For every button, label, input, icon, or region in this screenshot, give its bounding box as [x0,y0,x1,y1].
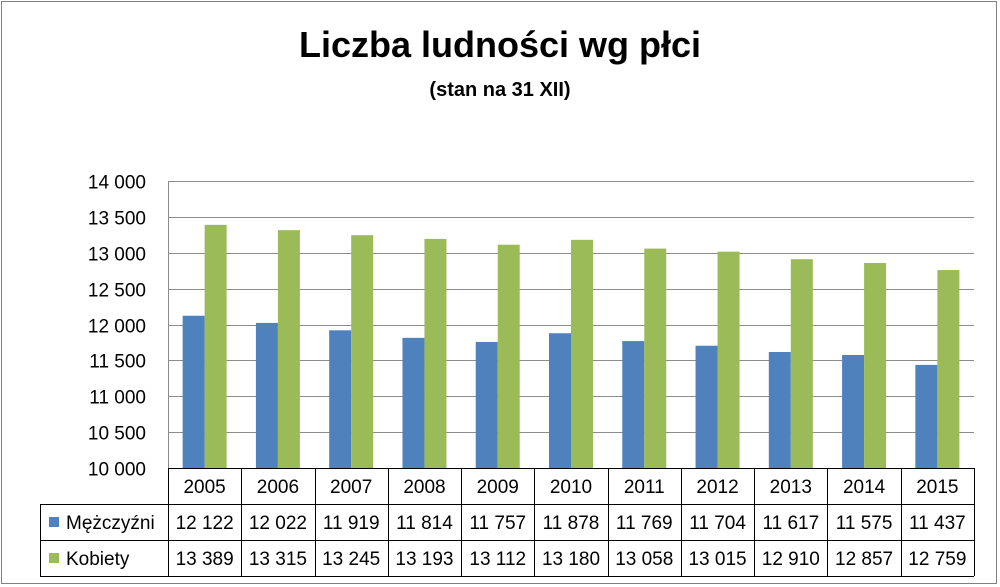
bars [182,224,960,468]
bar-mezczyzni [329,330,352,468]
x-tick-label: 2008 [403,477,445,498]
data-cell: 12 759 [908,549,966,570]
bar-kobiety [497,244,520,468]
bar-mezczyzni [768,351,791,468]
legend-label: Kobiety [66,549,130,570]
x-tick-label: 2009 [477,477,519,498]
data-cell: 13 058 [615,549,673,570]
bar-kobiety [937,270,960,468]
y-tick-label: 13 000 [88,245,146,266]
bar-mezczyzni [402,337,425,468]
x-tick-label: 2014 [843,477,886,498]
data-cell: 11 757 [469,513,526,534]
y-tick-label: 12 500 [88,281,146,302]
bar-mezczyzni [695,345,718,468]
data-cell: 12 857 [835,549,893,570]
bar-kobiety [790,259,813,468]
legend-label: Mężczyźni [66,513,155,534]
x-tick-label: 2005 [183,477,225,498]
bar-mezczyzni [255,322,278,468]
data-cell: 11 878 [543,513,600,534]
y-tick-label: 11 000 [89,388,146,409]
x-tick-label: 2012 [696,477,738,498]
bar-mezczyzni [549,333,571,468]
bar-mezczyzni [182,315,205,468]
bar-kobiety [351,235,374,468]
bar-kobiety [277,230,300,468]
legend-key [49,517,59,527]
y-axis-ticks: 10 000 10 500 11 000 11 500 12 000 12 500 13 0… [88,173,146,481]
bar-mezczyzni [475,341,498,468]
x-tick-label: 2015 [916,477,958,498]
data-table: 2005 2006 2007 2008 2009 2010 2011 2012 2013 2014… [40,468,975,577]
chart-title: Liczba ludności wg płci [299,24,701,65]
bar-kobiety [644,248,667,468]
chart-subtitle: (stan na 31 XII) [429,79,570,101]
data-cell: 13 015 [688,549,746,570]
bar-mezczyzni [842,354,865,468]
bar-kobiety [571,239,593,468]
data-cell: 11 769 [616,513,673,534]
y-tick-label: 14 000 [88,173,146,194]
data-cell: 13 389 [176,549,234,570]
bar-mezczyzni [915,364,938,468]
bar-mezczyzni [622,341,645,468]
x-tick-label: 2011 [624,477,665,498]
bar-kobiety [424,238,447,468]
data-cell: 11 617 [762,513,819,534]
y-tick-label: 10 000 [88,460,146,481]
data-cell: 13 180 [542,549,600,570]
bar-kobiety [204,224,227,468]
bar-kobiety [864,263,887,468]
y-tick-label: 12 000 [88,317,146,338]
x-tick-label: 2013 [770,477,812,498]
data-cell: 13 193 [395,549,453,570]
data-cell: 11 919 [323,513,380,534]
y-tick-label: 10 500 [88,424,146,445]
data-cell: 12 022 [249,513,307,534]
y-tick-label: 11 500 [89,352,146,373]
data-cell: 11 704 [689,513,746,534]
x-tick-label: 2007 [330,477,372,498]
data-cell: 11 814 [396,513,453,534]
legend-key [49,553,59,563]
data-cell: 13 245 [322,549,380,570]
data-cell: 13 112 [469,549,526,570]
data-cell: 13 315 [249,549,307,570]
data-cell: 11 437 [909,513,966,534]
x-tick-label: 2006 [257,477,299,498]
bar-kobiety [717,251,740,468]
data-cell: 12 122 [176,513,234,534]
data-cell: 11 575 [836,513,893,534]
y-tick-label: 13 500 [88,209,146,230]
x-tick-label: 2010 [550,477,592,498]
data-cell: 12 910 [762,549,820,570]
